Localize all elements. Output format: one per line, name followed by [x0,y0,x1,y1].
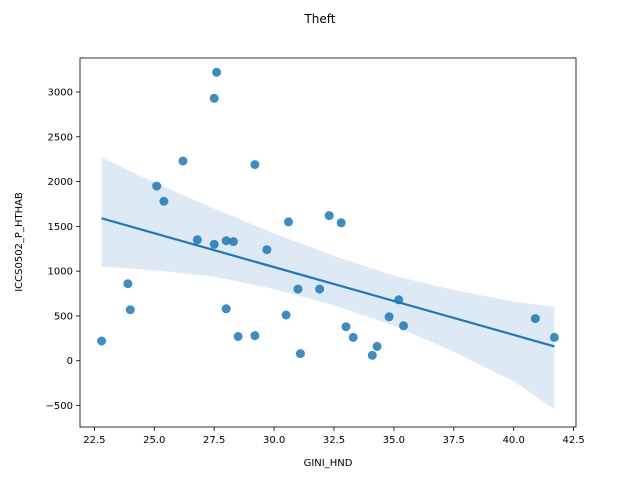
data-point-25 [348,332,358,342]
x-axis-label: GINI_HND [304,458,353,469]
x-tick-label-8: 42.5 [562,435,584,446]
data-point-12 [221,304,231,314]
y-tick-label-7: 3000 [48,88,73,99]
data-point-9 [209,239,219,249]
y-tick-label-6: 2500 [48,132,73,143]
data-point-23 [336,218,346,228]
data-point-27 [372,341,382,351]
data-point-4 [159,196,169,206]
plot-frame [79,57,577,428]
data-point-3 [152,181,162,191]
data-point-0 [97,336,107,346]
y-tick-label-2: 500 [54,311,73,322]
x-tick-label-2: 27.5 [203,435,225,446]
data-point-1 [123,279,133,289]
y-tick-label-5: 2000 [48,177,73,188]
data-point-17 [281,310,291,320]
x-axis: 22.5 25.0 27.5 30.0 32.5 35.0 37.5 40.0 42.5 [83,427,585,446]
y-axis-label: ICCS0502_P_HTHAB [14,192,25,292]
y-tick-label-4: 1500 [48,222,73,233]
data-point-2 [125,305,135,315]
data-point-11 [228,237,238,247]
data-point-31 [530,314,540,324]
data-point-26 [367,350,377,360]
data-point-15 [250,331,260,341]
x-tick-label-1: 25.0 [143,435,165,446]
data-point-18 [284,217,293,227]
data-point-22 [324,211,334,221]
y-axis: −500 0 500 1000 1500 2000 2500 3000 [46,88,80,412]
data-point-16 [262,245,272,255]
data-point-7 [209,93,219,103]
y-tick-label-1: 0 [67,356,73,367]
x-tick-label-3: 30.0 [263,435,285,446]
y-tick-label-0: −500 [46,401,73,412]
data-point-32 [549,332,559,342]
regression-line-layer [101,217,555,348]
data-point-13 [233,332,243,341]
regression-line [101,217,555,348]
points-layer [97,67,559,360]
data-point-30 [399,321,408,331]
data-point-20 [295,349,305,359]
y-tick-label-3: 1000 [48,267,73,278]
data-point-19 [293,284,303,294]
data-point-14 [250,160,260,170]
x-tick-label-0: 22.5 [83,435,105,446]
x-tick-label-5: 35.0 [383,435,405,446]
data-point-21 [315,284,325,294]
data-point-10 [221,236,231,246]
chart-title: Theft [303,12,335,26]
x-tick-label-7: 40.0 [503,435,525,446]
data-point-6 [192,235,202,245]
data-point-8 [212,67,222,77]
x-tick-label-6: 37.5 [443,435,465,446]
data-point-28 [384,312,394,322]
x-tick-label-4: 32.5 [323,435,345,446]
data-point-24 [341,322,351,332]
data-point-5 [178,156,188,166]
